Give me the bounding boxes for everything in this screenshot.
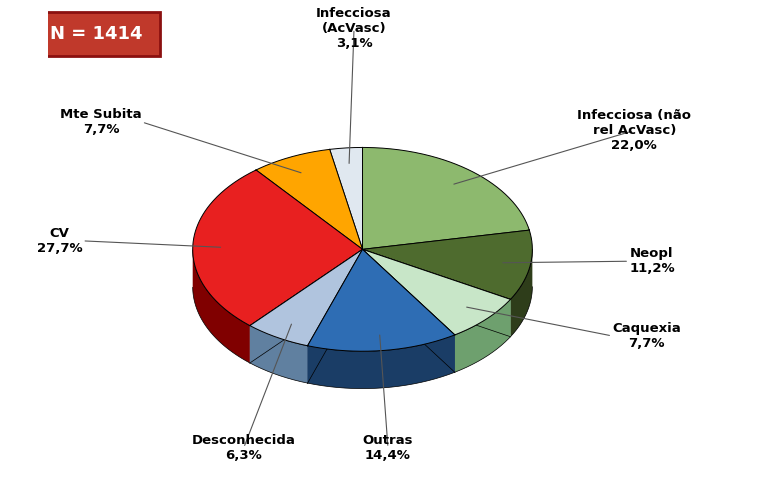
- Polygon shape: [250, 249, 362, 346]
- Polygon shape: [362, 249, 511, 337]
- Polygon shape: [192, 170, 362, 325]
- Text: Infecciosa
(AcVasc)
3,1%: Infecciosa (AcVasc) 3,1%: [317, 7, 392, 50]
- Polygon shape: [362, 249, 455, 372]
- Text: Desconhecida
6,3%: Desconhecida 6,3%: [192, 434, 296, 462]
- Text: CV
27,7%: CV 27,7%: [36, 227, 82, 255]
- Polygon shape: [307, 249, 362, 383]
- Polygon shape: [250, 249, 362, 363]
- Text: Mte Subita
7,7%: Mte Subita 7,7%: [60, 108, 142, 136]
- Text: Outras
14,4%: Outras 14,4%: [362, 434, 414, 462]
- Polygon shape: [511, 250, 532, 337]
- Polygon shape: [330, 147, 362, 249]
- Polygon shape: [362, 147, 529, 249]
- Polygon shape: [192, 250, 250, 363]
- Polygon shape: [362, 249, 455, 372]
- Text: Caquexia
7,7%: Caquexia 7,7%: [612, 322, 681, 350]
- Polygon shape: [307, 249, 362, 383]
- Polygon shape: [362, 249, 511, 337]
- Polygon shape: [307, 335, 455, 389]
- Polygon shape: [256, 149, 362, 249]
- Text: Infecciosa (não
rel AcVasc)
22,0%: Infecciosa (não rel AcVasc) 22,0%: [577, 109, 691, 152]
- Polygon shape: [362, 249, 511, 335]
- Polygon shape: [307, 249, 455, 351]
- Polygon shape: [250, 249, 362, 363]
- Text: N = 1414: N = 1414: [50, 24, 142, 43]
- Polygon shape: [250, 325, 307, 383]
- Text: Neopl
11,2%: Neopl 11,2%: [629, 247, 675, 275]
- Polygon shape: [455, 300, 511, 372]
- Polygon shape: [362, 230, 532, 300]
- FancyBboxPatch shape: [31, 12, 161, 56]
